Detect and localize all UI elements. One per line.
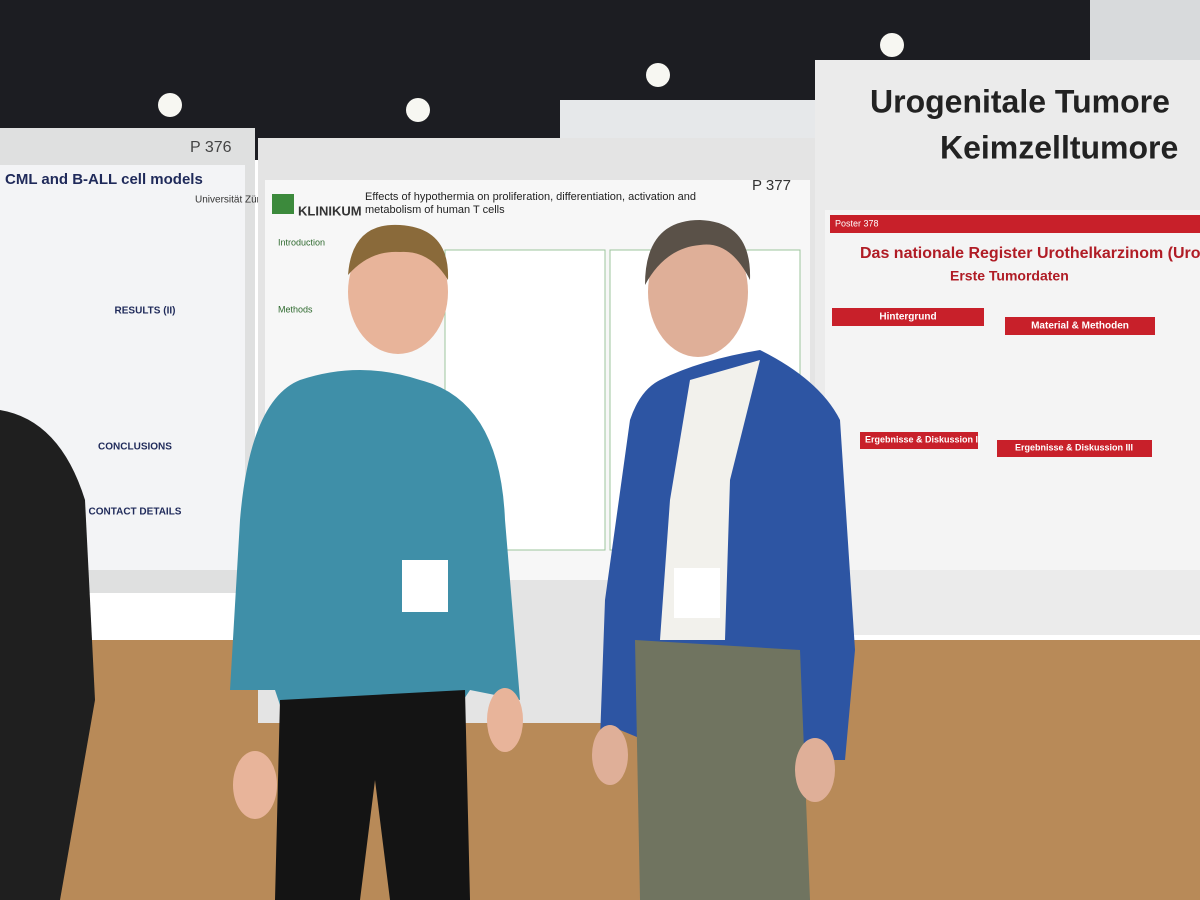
poster [825,210,1200,570]
section-heading: RESULTS (II) [115,306,176,317]
ceiling-light [406,98,430,122]
poster-header-bar [830,215,1200,233]
person-hand [795,738,835,802]
person-trousers [275,690,470,900]
section-heading: Material & Methoden [1031,321,1129,332]
poster-number: P 377 [752,177,791,194]
person-edge [0,410,95,900]
section-heading: Ergebnisse & Diskussion III [1015,442,1133,452]
section-heading: Ergebnisse & Diskussion II [865,434,981,444]
person-sweater [230,370,520,705]
person-face [648,227,748,357]
person-hair [348,224,449,280]
person-face [348,230,448,354]
poster-subtitle: Erste Tumordaten [950,268,1069,284]
section-bar [860,432,978,449]
poster-title: Das nationale Register Urothelkarzinom (… [860,245,1200,262]
ceiling-light [158,93,182,117]
poster-title: CML and B-ALL cell models [5,171,203,188]
section-bar [832,308,984,326]
banner: Urogenitale Tumore [870,83,1170,119]
section-bar [997,440,1152,457]
logo [272,194,294,214]
person-hair [645,220,751,285]
badge [674,568,720,618]
section-heading: Introduction [278,237,325,247]
person-hand [487,688,523,752]
poster-title: metabolism of human T cells [365,204,505,216]
poster-number: P 376 [190,139,232,156]
ceiling-light [646,63,670,87]
person-hand [592,725,628,785]
section-heading: CONTACT DETAILS [89,507,182,518]
poster-number: Poster 378 [835,218,879,228]
ceiling-light [880,33,904,57]
institution: Universität Zürich [195,195,273,206]
section-heading: CONCLUSIONS [98,442,172,453]
institution: KLINIKUM [298,203,362,218]
section-bar [1005,317,1155,335]
banner: Keimzelltumore [940,129,1178,165]
person-hand [233,751,277,819]
section-heading: Hintergrund [879,312,936,323]
person-trousers [635,640,810,900]
badge [402,560,448,612]
poster-title: Effects of hypothermia on proliferation,… [365,191,696,203]
section-heading: Methods [278,304,313,314]
